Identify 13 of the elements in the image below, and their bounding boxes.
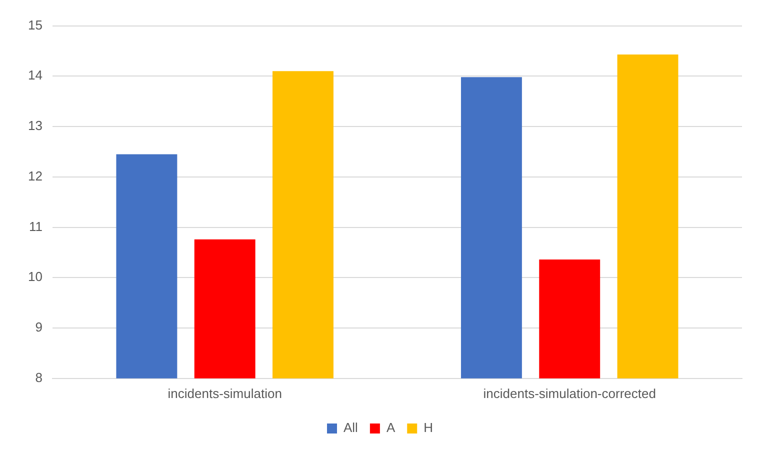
legend-label: All xyxy=(343,420,358,436)
y-tick-label: 9 xyxy=(35,320,42,335)
y-tick-label: 11 xyxy=(28,218,42,234)
y-tick-label: 8 xyxy=(35,370,42,385)
y-tick-label: 14 xyxy=(28,68,42,83)
y-tick-label: 10 xyxy=(28,269,42,284)
y-tick-label: 13 xyxy=(28,118,42,134)
legend-label: H xyxy=(424,420,434,436)
x-tick-label: incidents-simulation-corrected xyxy=(483,386,656,401)
y-tick-label: 12 xyxy=(28,168,42,184)
x-tick-label: incidents-simulation xyxy=(168,386,282,401)
y-tick-label: 15 xyxy=(28,17,42,32)
legend-label: A xyxy=(386,420,396,436)
